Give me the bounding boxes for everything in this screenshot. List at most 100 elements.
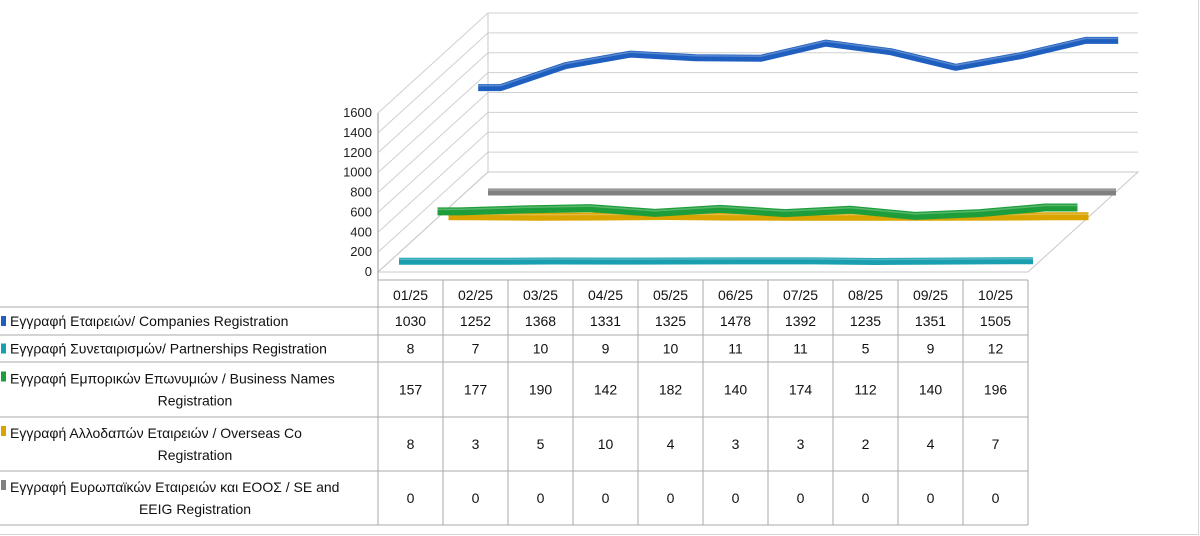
table-cell: 11	[728, 341, 743, 357]
table-cell: 10	[598, 436, 614, 452]
table-cell: 1505	[980, 313, 1011, 329]
table-cell: 1351	[915, 313, 946, 329]
table-cell: 3	[472, 436, 480, 452]
x-category-label: 07/25	[783, 287, 818, 303]
y-tick-label: 1200	[343, 145, 372, 160]
legend-label: Εγγραφή Συνεταιρισμών/ Partnerships Regi…	[10, 341, 327, 357]
table-cell: 5	[537, 436, 545, 452]
table-cell: 11	[793, 341, 808, 357]
table-cell: 140	[919, 382, 943, 398]
x-category-label: 02/25	[458, 287, 493, 303]
table-cell: 1030	[395, 313, 426, 329]
side-gridline	[377, 92, 489, 193]
table-cell: 177	[464, 382, 488, 398]
table-cell: 174	[789, 382, 813, 398]
table-cell: 190	[529, 382, 553, 398]
table-cell: 9	[602, 341, 610, 357]
table-cell: 0	[472, 490, 480, 506]
y-tick-label: 800	[350, 185, 372, 200]
table-cell: 0	[732, 490, 740, 506]
table-cell: 0	[927, 490, 935, 506]
y-tick-label: 0	[365, 264, 372, 279]
series-line-3	[448, 212, 1089, 221]
x-category-label: 08/25	[848, 287, 883, 303]
legend-label: Εγγραφή Ευρωπαϊκών Εταιρειών και ΕΟΟΣ / …	[10, 479, 339, 495]
series-line-2	[437, 203, 1078, 220]
table-cell: 0	[407, 490, 415, 506]
side-gridline	[377, 52, 489, 154]
y-tick-label: 1000	[343, 165, 372, 180]
table-cell: 1478	[720, 313, 751, 329]
table-cell: 1368	[525, 313, 556, 329]
side-gridline	[377, 151, 489, 253]
side-gridline	[377, 12, 489, 114]
legend-key	[1, 316, 6, 326]
table-cell: 5	[862, 341, 870, 357]
x-category-label: 06/25	[718, 287, 753, 303]
legend-key	[1, 371, 6, 382]
table-cell: 3	[797, 436, 805, 452]
table-cell: 10	[533, 341, 549, 357]
table-cell: 4	[927, 436, 935, 452]
x-category-label: 10/25	[978, 287, 1013, 303]
series-line-highlight	[478, 37, 1119, 87]
table-cell: 10	[663, 341, 679, 357]
y-tick-label: 200	[350, 244, 372, 259]
table-cell: 142	[594, 382, 618, 398]
table-cell: 0	[992, 490, 1000, 506]
table-cell: 182	[659, 382, 683, 398]
table-cell: 7	[992, 436, 1000, 452]
legend-label: Εγγραφή Αλλοδαπών Εταιρειών / Overseas C…	[10, 425, 302, 441]
x-category-label: 05/25	[653, 287, 688, 303]
y-tick-label: 400	[350, 224, 372, 239]
table-cell: 196	[984, 382, 1008, 398]
x-category-label: 01/25	[393, 287, 428, 303]
table-cell: 9	[927, 341, 935, 357]
legend-key	[1, 480, 6, 490]
table-cell: 140	[724, 382, 748, 398]
legend-label: Registration	[158, 447, 233, 463]
table-cell: 4	[667, 436, 675, 452]
side-gridline	[377, 72, 489, 173]
side-gridline	[377, 131, 489, 233]
x-category-label: 04/25	[588, 287, 623, 303]
table-cell: 112	[854, 382, 877, 398]
side-gridline	[377, 32, 489, 134]
x-category-label: 03/25	[523, 287, 558, 303]
chart-floor	[376, 171, 1140, 273]
table-cell: 157	[399, 382, 423, 398]
legend-key	[1, 343, 6, 354]
y-tick-label: 1600	[343, 105, 372, 120]
legend-key	[1, 426, 6, 436]
legend-label: Εγγραφή Εμπορικών Επωνυμιών / Business N…	[10, 371, 335, 387]
table-cell: 8	[407, 341, 415, 357]
table-cell: 1235	[850, 313, 881, 329]
table-cell: 2	[862, 436, 870, 452]
legend-label: Εγγραφή Εταιρειών/ Companies Registratio…	[10, 313, 288, 329]
table-cell: 0	[537, 490, 545, 506]
table-cell: 1392	[785, 313, 816, 329]
y-tick-label: 600	[350, 204, 372, 219]
side-gridline	[377, 112, 489, 213]
table-cell: 0	[797, 490, 805, 506]
table-cell: 0	[602, 490, 610, 506]
legend-label: Registration	[158, 393, 233, 409]
series-line-highlight	[399, 258, 1033, 261]
series-line-1	[399, 257, 1033, 265]
table-cell: 1325	[655, 313, 686, 329]
series-line-highlight	[437, 204, 1078, 215]
x-category-label: 09/25	[913, 287, 948, 303]
legend-label: EEIG Registration	[139, 501, 251, 517]
table-cell: 8	[407, 436, 415, 452]
table-cell: 7	[472, 341, 480, 357]
table-cell: 1252	[460, 313, 491, 329]
table-cell: 3	[732, 436, 740, 452]
table-cell: 12	[988, 341, 1004, 357]
series-line-0	[478, 36, 1119, 92]
table-cell: 1331	[590, 313, 621, 329]
table-cell: 0	[667, 490, 675, 506]
y-tick-label: 1400	[343, 125, 372, 140]
table-cell: 0	[862, 490, 870, 506]
